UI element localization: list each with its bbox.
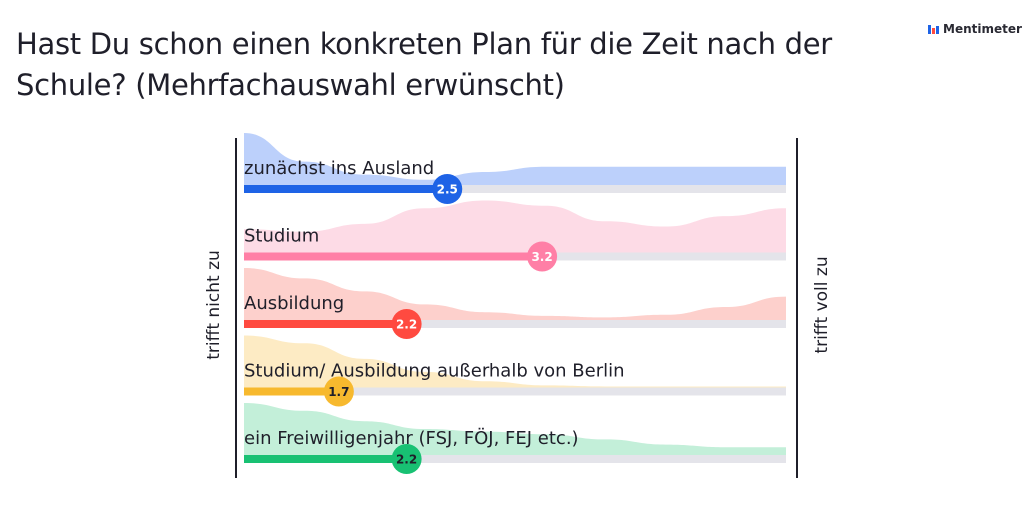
- value-bar: [244, 185, 448, 193]
- item-label: Studium/ Ausbildung außerhalb von Berlin: [244, 361, 625, 382]
- value-label: 2.5: [437, 183, 458, 197]
- value-label: 2.2: [396, 453, 417, 467]
- value-marker: [323, 376, 354, 407]
- scale-row: Studium 3.2: [244, 200, 786, 272]
- value-marker: [391, 444, 422, 474]
- scale-row: Studium/ Ausbildung außerhalb von Berlin…: [244, 335, 786, 407]
- value-bar: [244, 252, 543, 261]
- scale-row: Ausbildung 2.2: [244, 268, 786, 339]
- value-bar: [244, 320, 407, 328]
- distribution-area: [244, 403, 786, 455]
- value-marker: [391, 309, 422, 339]
- value-marker: [527, 241, 558, 272]
- axis-left-label: trifft nicht zu: [204, 250, 224, 360]
- value-label: 2.2: [396, 318, 417, 332]
- axis-right-label: trifft voll zu: [812, 256, 832, 353]
- distribution-area: [244, 200, 786, 253]
- scale-track: [244, 387, 786, 396]
- value-label: 1.7: [328, 385, 349, 399]
- item-label: zunächst ins Ausland: [244, 158, 434, 179]
- scale-track: [244, 455, 786, 463]
- mentimeter-logo-icon: [928, 24, 939, 35]
- item-label: ein Freiwilligenjahr (FSJ, FÖJ, FEJ etc.…: [244, 427, 579, 449]
- scale-row: ein Freiwilligenjahr (FSJ, FÖJ, FEJ etc.…: [244, 403, 786, 474]
- value-bar: [244, 387, 339, 396]
- scale-track: [244, 185, 786, 193]
- value-bar: [244, 455, 407, 463]
- scale-track: [244, 320, 786, 328]
- page-title: Hast Du schon einen konkreten Plan für d…: [16, 27, 832, 102]
- distribution-area: [244, 268, 786, 320]
- distribution-area: [244, 335, 786, 388]
- brand-name: Mentimeter: [943, 22, 1022, 36]
- value-marker: [432, 174, 463, 204]
- value-label: 3.2: [531, 250, 552, 264]
- item-label: Studium: [244, 226, 319, 247]
- brand-logo: Mentimeter: [928, 22, 1022, 36]
- distribution-area: [244, 133, 786, 185]
- item-label: Ausbildung: [244, 293, 344, 314]
